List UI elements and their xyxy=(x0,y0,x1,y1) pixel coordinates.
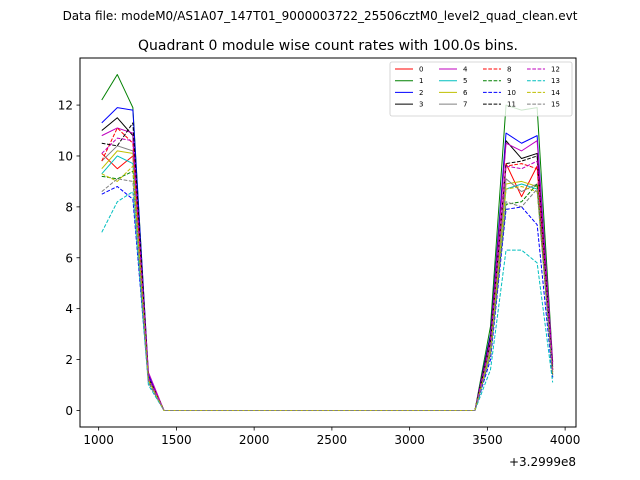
series-line-15 xyxy=(101,178,554,411)
legend-label-6: 6 xyxy=(463,89,468,97)
legend-label-8: 8 xyxy=(507,66,511,74)
x-axis-offset-label: +3.2999e8 xyxy=(509,455,576,469)
y-tick-label: 12 xyxy=(58,99,73,113)
x-tick-label: 4000 xyxy=(550,433,581,447)
y-tick-label: 6 xyxy=(65,251,73,265)
x-tick-label: 1000 xyxy=(83,433,114,447)
legend-label-11: 11 xyxy=(507,101,516,109)
series-layer xyxy=(101,74,554,411)
chart-title: Quadrant 0 module wise count rates with … xyxy=(138,38,518,54)
y-tick-label: 0 xyxy=(65,404,73,418)
x-axis: 1000 1500 2000 2500 3000 3500 4000 xyxy=(83,427,580,447)
legend-label-4: 4 xyxy=(463,66,468,74)
y-tick-label: 2 xyxy=(65,353,73,367)
x-tick-label: 2500 xyxy=(317,433,348,447)
legend-label-12: 12 xyxy=(551,66,560,74)
legend-label-0: 0 xyxy=(419,66,423,74)
legend-label-7: 7 xyxy=(463,101,467,109)
y-tick-label: 8 xyxy=(65,200,73,214)
x-tick-label: 2000 xyxy=(239,433,270,447)
legend-label-15: 15 xyxy=(551,101,560,109)
y-axis: 0 2 4 6 8 10 12 xyxy=(58,99,80,418)
legend-label-14: 14 xyxy=(551,89,560,97)
axes-frame xyxy=(79,57,577,428)
legend-label-5: 5 xyxy=(463,77,467,85)
legend-label-13: 13 xyxy=(551,77,560,85)
y-tick-label: 4 xyxy=(65,302,73,316)
legend-label-2: 2 xyxy=(419,89,423,97)
y-tick-label: 10 xyxy=(58,149,73,163)
figure-suptitle: Data file: modeM0/AS1A07_147T01_90000037… xyxy=(63,9,578,23)
legend-label-3: 3 xyxy=(419,101,423,109)
x-tick-label: 1500 xyxy=(161,433,192,447)
x-tick-label: 3000 xyxy=(394,433,425,447)
legend-label-1: 1 xyxy=(419,77,423,85)
legend-label-9: 9 xyxy=(507,77,511,85)
x-tick-label: 3500 xyxy=(472,433,503,447)
legend-label-10: 10 xyxy=(507,89,516,97)
legend-frame xyxy=(389,61,573,117)
